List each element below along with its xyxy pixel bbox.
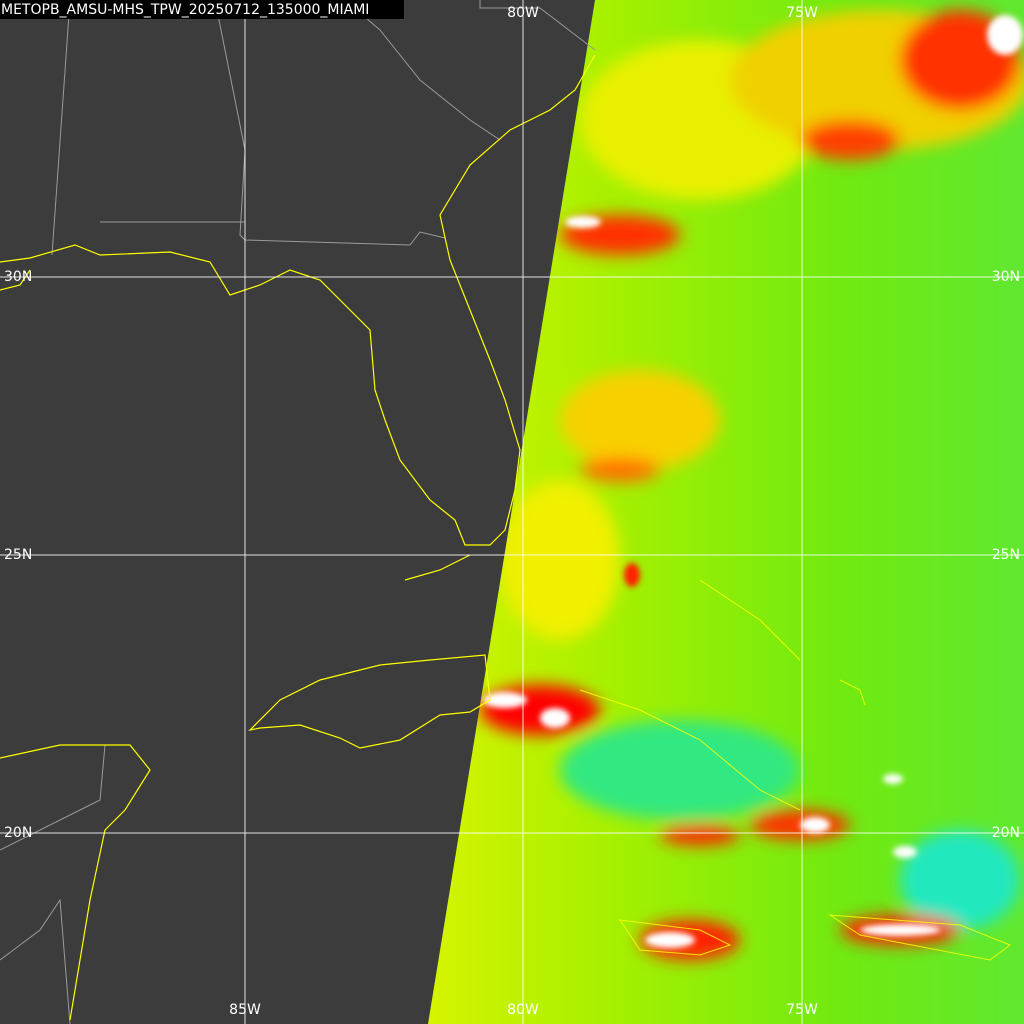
lat-label: 25N: [4, 547, 32, 563]
coastlines: [0, 54, 596, 1021]
lat-label: 20N: [4, 825, 32, 841]
island-coastlines: [579, 579, 1012, 961]
title: METOPB_AMSU-MHS_TPW_20250712_135000_MIAM…: [1, 2, 369, 18]
lon-label: 75W: [786, 5, 818, 21]
title-background: [0, 0, 404, 19]
lat-label: 20N: [992, 825, 1020, 841]
lat-label: 25N: [992, 547, 1020, 563]
lon-label: 80W: [507, 5, 539, 21]
lat-label: 30N: [4, 269, 32, 285]
lon-label: 80W: [507, 1002, 539, 1018]
lon-label: 75W: [786, 1002, 818, 1018]
lon-label: 85W: [229, 1002, 261, 1018]
lat-label: 30N: [992, 269, 1020, 285]
